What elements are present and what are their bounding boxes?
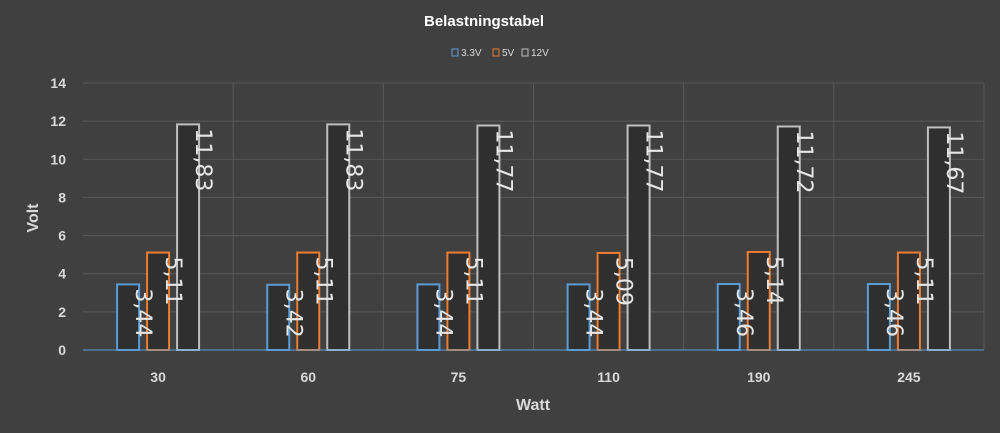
y-tick-label: 14: [50, 75, 66, 91]
y-axis-title: Volt: [25, 203, 42, 233]
x-tick-label: 110: [597, 369, 620, 385]
chart-title: Belastningstabel: [424, 13, 544, 30]
data-label: 5,11: [310, 257, 335, 306]
legend-swatch: [521, 48, 529, 57]
data-label: 11,77: [490, 130, 515, 193]
data-label: 11,72: [791, 130, 816, 193]
x-tick-label: 245: [897, 369, 921, 385]
x-tick-label: 60: [300, 369, 316, 385]
y-tick-label: 2: [58, 304, 66, 320]
legend-swatch: [492, 48, 500, 57]
y-axis: 0 2 4 6 8 10 12 14: [50, 75, 66, 358]
legend: 3.3V 5V 12V: [451, 48, 549, 59]
y-tick-label: 4: [58, 266, 66, 282]
data-label: 5,11: [460, 257, 485, 306]
y-tick-label: 6: [58, 228, 66, 244]
data-label: 11,83: [340, 128, 365, 191]
y-tick-label: 0: [58, 342, 66, 358]
bars: [116, 123, 951, 352]
data-label: 3,44: [130, 288, 155, 337]
data-label: 5,11: [160, 257, 185, 306]
y-tick-label: 8: [58, 189, 66, 205]
legend-label: 3.3V: [461, 48, 482, 59]
data-label: 5,14: [761, 256, 786, 305]
x-tick-label: 75: [451, 369, 467, 385]
data-label: 5,11: [911, 257, 936, 306]
data-label: 11,67: [941, 131, 966, 194]
y-tick-label: 12: [50, 113, 66, 129]
legend-label: 12V: [531, 48, 549, 59]
data-labels: 3,445,1111,833,425,1111,833,445,1111,773…: [130, 128, 966, 337]
legend-label: 5V: [502, 48, 515, 59]
data-label: 3,44: [581, 288, 606, 337]
data-label: 3,46: [881, 288, 906, 337]
x-tick-label: 190: [747, 369, 771, 385]
gridlines: [83, 82, 985, 350]
data-label: 3,46: [731, 288, 756, 337]
y-tick-label: 10: [50, 151, 66, 167]
x-tick-label: 30: [150, 369, 166, 385]
x-axis-title: Watt: [516, 397, 551, 414]
data-label: 3,42: [280, 289, 305, 338]
data-label: 5,09: [611, 257, 636, 306]
legend-swatch: [451, 48, 459, 57]
x-axis: 30 60 75 110 190 245: [83, 349, 984, 385]
data-label: 11,83: [190, 128, 215, 191]
data-label: 11,77: [641, 130, 666, 193]
data-label: 3,44: [430, 288, 455, 337]
